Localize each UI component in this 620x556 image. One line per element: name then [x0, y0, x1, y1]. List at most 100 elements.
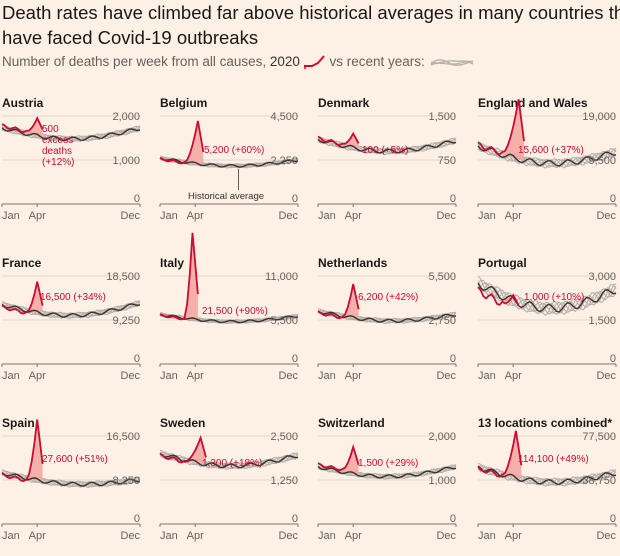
x-tick-label: Apr	[505, 210, 522, 222]
excess-annotation: 5,200 (+60%)	[204, 145, 264, 156]
line-2020	[477, 99, 525, 156]
panel-chart-spain: 16,500 8,250 0 Jan Apr Dec 27,600 (+51%)	[1, 419, 141, 542]
x-tick-label: Apr	[187, 370, 204, 382]
panel-chart-italy: 11,000 5,500 0 Jan Apr Dec 21,500 (+90%)	[159, 232, 299, 382]
excess-annotation: 27,600 (+51%)	[42, 454, 108, 465]
recent-year-line-5	[477, 464, 617, 486]
excess-annotation: 100 (+5%)	[362, 145, 408, 156]
x-tick-label: Apr	[187, 530, 204, 542]
y-tick-label: 0	[134, 513, 140, 525]
title-line-2: have faced Covid-19 outbreaks	[2, 27, 259, 48]
recent-year-line-3	[477, 145, 617, 169]
panel-chart-england-and-wales: 19,000 9,500 0 Jan Apr Dec 15,600 (+37%)	[477, 99, 617, 222]
line-2020	[317, 283, 360, 320]
excess-annotation: 1,300 (+18%)	[202, 458, 262, 469]
panel-title-13-locations-combined: 13 locations combined*	[478, 416, 613, 430]
y-tick-label: 0	[292, 193, 298, 205]
panel-chart-switzerland: 2,000 1,000 0 Jan Apr Dec 1,500 (+29%)	[317, 431, 457, 542]
panel-title-portugal: Portugal	[478, 256, 527, 270]
y-tick-label: 0	[134, 193, 140, 205]
recent-year-line-5	[1, 470, 141, 488]
x-tick-label: Jan	[478, 210, 496, 222]
y-tick-label: 77,500	[582, 431, 616, 443]
recent-year-line-3	[477, 282, 617, 316]
recent-year-line-3	[477, 466, 617, 487]
x-tick-label: Dec	[436, 210, 456, 222]
panel-title-sweden: Sweden	[160, 416, 206, 430]
subtitle-prefix: Number of deaths per week from all cause…	[2, 54, 267, 69]
x-tick-label: Dec	[596, 370, 616, 382]
historical-average-line	[477, 145, 617, 167]
panel-chart-belgium: 4,500 2,250 0 Jan Apr Dec 5,200 (+60%) Historic…	[159, 111, 299, 222]
recent-year-line-5	[1, 300, 141, 319]
y-tick-label: 2,000	[112, 111, 140, 123]
subtitle: Number of deaths per week from all cause…	[2, 54, 475, 69]
y-tick-label: 0	[610, 353, 616, 365]
excess-annotation: deaths	[42, 146, 72, 157]
excess-annotation: 114,100 (+49%)	[518, 454, 589, 465]
historical-average-line	[317, 138, 457, 154]
panel-title-austria: Austria	[2, 96, 44, 110]
recent-year-line-5	[317, 137, 457, 155]
recent-year-line-5	[317, 309, 457, 324]
recent-year-line-5	[477, 143, 617, 168]
panel-title-france: France	[2, 256, 42, 270]
x-tick-label: Apr	[345, 370, 362, 382]
y-tick-label: 0	[134, 353, 140, 365]
historical-average-line	[477, 282, 617, 313]
y-tick-label: 2,500	[270, 431, 298, 443]
x-tick-label: Jan	[2, 370, 20, 382]
x-tick-label: Dec	[120, 530, 140, 542]
recent-year-line-5	[159, 156, 299, 169]
excess-annotation: 21,500 (+90%)	[202, 306, 268, 317]
excess-annotation: 500	[42, 124, 59, 135]
recent-year-line-1	[159, 449, 299, 471]
x-tick-label: Dec	[120, 370, 140, 382]
y-tick-label: 9,250	[112, 315, 140, 327]
y-tick-label: 0	[292, 513, 298, 525]
line-2020	[159, 435, 207, 464]
panel-title-spain: Spain	[2, 416, 35, 430]
subtitle-suffix: vs recent years:	[329, 54, 425, 69]
historical-average-label: Historical average	[188, 191, 264, 202]
panel-title-netherlands: Netherlands	[318, 256, 388, 270]
excess-annotation: (+12%)	[42, 157, 75, 168]
recent-year-line-1	[1, 300, 141, 320]
y-tick-label: 1,000	[112, 155, 140, 167]
y-tick-label: 8,250	[112, 475, 140, 487]
y-tick-label: 5,500	[270, 315, 298, 327]
excess-annotation: 6,200 (+42%)	[358, 292, 418, 303]
y-tick-label: 750	[438, 155, 456, 167]
x-tick-label: Jan	[2, 210, 20, 222]
y-tick-label: 5,500	[428, 271, 456, 283]
recent-year-line-3	[317, 139, 457, 155]
y-tick-label: 19,000	[582, 111, 616, 123]
x-tick-label: Jan	[478, 370, 496, 382]
chart-title: Death rates have climbed far above histo…	[2, 0, 620, 50]
line-2020	[317, 443, 360, 472]
excess-annotation: 15,600 (+37%)	[518, 145, 584, 156]
recent-year-line-1	[477, 276, 617, 317]
x-tick-label: Apr	[345, 210, 362, 222]
line-2020	[159, 232, 199, 321]
x-tick-label: Jan	[160, 370, 178, 382]
panel-title-england-and-wales: England and Wales	[478, 96, 588, 110]
y-tick-label: 0	[610, 513, 616, 525]
x-tick-label: Jan	[478, 530, 496, 542]
x-tick-label: Jan	[318, 530, 336, 542]
recent-year-line-5	[159, 313, 299, 324]
y-tick-label: 0	[450, 193, 456, 205]
x-tick-label: Jan	[318, 370, 336, 382]
panel-chart-netherlands: 5,500 2,750 0 Jan Apr Dec 6,200 (+42%)	[317, 271, 457, 382]
x-tick-label: Jan	[2, 530, 20, 542]
y-tick-label: 0	[450, 353, 456, 365]
y-tick-label: 18,500	[106, 271, 140, 283]
x-tick-label: Jan	[160, 210, 178, 222]
recent-year-line-1	[477, 462, 617, 487]
y-tick-label: 1,500	[428, 111, 456, 123]
y-tick-label: 4,500	[270, 111, 298, 123]
x-tick-label: Dec	[278, 210, 298, 222]
recent-year-line-5	[477, 279, 617, 315]
panel-title-belgium: Belgium	[160, 96, 208, 110]
